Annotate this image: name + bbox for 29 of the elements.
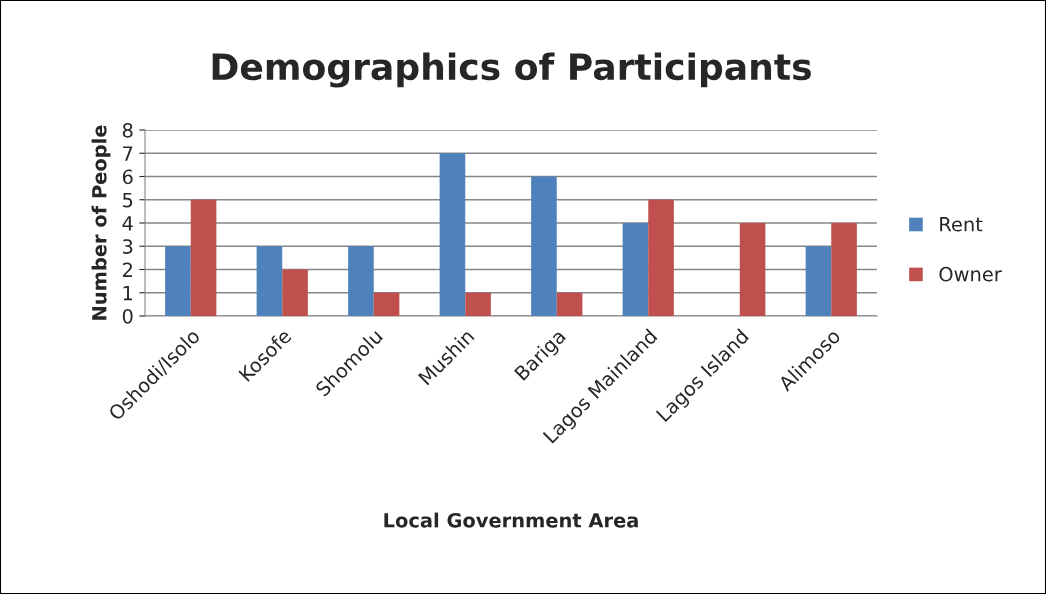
x-axis-title: Local Government Area: [384, 512, 638, 528]
bar: [256, 246, 283, 316]
y-tick-label: 1: [123, 285, 133, 301]
y-tick-label: 8: [122, 122, 133, 138]
y-tick-label: 0: [122, 308, 133, 324]
bar: [531, 176, 557, 316]
y-tick-label: 4: [122, 216, 133, 231]
bar: [439, 153, 466, 316]
y-tick-label: 6: [122, 169, 133, 185]
bar: [831, 223, 857, 316]
chart-title: Demographics of Participants: [212, 52, 811, 88]
y-axis-title: Number of People: [91, 125, 111, 320]
y-tick-label: 3: [123, 239, 133, 254]
bar: [556, 292, 583, 316]
bar: [739, 223, 766, 316]
bar: [373, 292, 400, 316]
legend-label: Owner: [939, 266, 1002, 282]
y-tick-label: 5: [123, 192, 133, 208]
bar: [190, 199, 217, 316]
bar: [622, 223, 649, 316]
bar: [465, 292, 491, 316]
y-tick-label: 7: [123, 146, 133, 161]
bar: [165, 246, 191, 316]
bar: [805, 246, 832, 316]
bar: [648, 199, 674, 316]
legend-label: Rent: [940, 217, 983, 232]
bar: [348, 246, 374, 316]
bar: [282, 269, 308, 316]
y-tick-label: 2: [122, 262, 132, 277]
